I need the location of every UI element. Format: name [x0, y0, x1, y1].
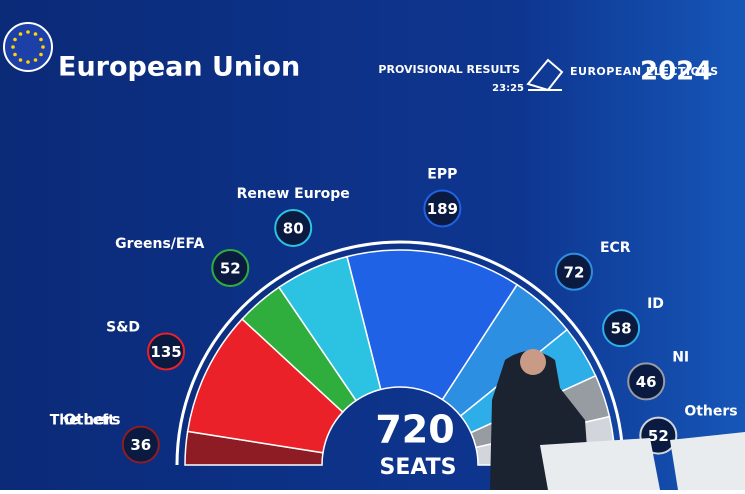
party-label: The Left	[50, 413, 115, 429]
party-label: Others	[684, 404, 737, 420]
eu-flag	[3, 22, 53, 72]
star	[41, 45, 45, 49]
seat-bubble	[147, 332, 186, 371]
podium	[670, 432, 745, 490]
seat-segment	[346, 249, 519, 401]
speaker-head	[520, 349, 546, 375]
seat-bubble	[627, 362, 666, 401]
seat-count: 52	[220, 260, 241, 278]
party-label: EPP	[427, 166, 457, 182]
party-label: NI	[672, 349, 689, 365]
time: 23:25	[492, 83, 524, 94]
party-label: ID	[647, 296, 664, 312]
seat-bubble	[602, 309, 641, 348]
star	[18, 58, 23, 62]
year: 2024	[640, 57, 712, 87]
seat-count: 46	[636, 373, 657, 391]
seat-count: 36	[130, 436, 151, 454]
star	[13, 37, 17, 42]
event: EUROPEAN ELECTIONS	[570, 65, 719, 78]
star	[26, 60, 30, 64]
total-value: 720	[375, 408, 454, 452]
star	[26, 30, 30, 34]
party-label: S&D	[106, 320, 140, 336]
star	[33, 58, 38, 62]
star	[39, 37, 43, 42]
seat-bubble	[554, 252, 593, 291]
party-label: ECR	[600, 240, 631, 256]
seat-bubble	[274, 208, 313, 247]
ballot-icon	[526, 58, 564, 92]
star	[39, 52, 43, 57]
seat-bubble	[121, 425, 160, 464]
star	[13, 52, 17, 57]
seat-bubble	[211, 249, 250, 288]
seat-count: 58	[611, 320, 632, 338]
podium	[540, 438, 660, 490]
seat-count: 52	[648, 427, 669, 445]
seat-count: 189	[427, 200, 458, 218]
hemicycle-frame	[175, 240, 625, 466]
party-label: Renew Europe	[237, 186, 350, 202]
seat-bubble	[423, 189, 462, 228]
status: PROVISIONAL RESULTS	[378, 63, 520, 76]
total-label: SEATS	[379, 455, 456, 480]
star	[33, 32, 38, 36]
seat-count: 72	[564, 263, 585, 281]
seat-count: 135	[150, 343, 181, 361]
star	[18, 32, 23, 36]
party-label: Greens/EFA	[115, 236, 204, 252]
seat-count: 80	[283, 219, 304, 237]
annotation: Others	[63, 411, 120, 429]
flag-stars	[11, 30, 45, 64]
star	[11, 45, 15, 49]
chart-title: European Union	[58, 52, 300, 83]
